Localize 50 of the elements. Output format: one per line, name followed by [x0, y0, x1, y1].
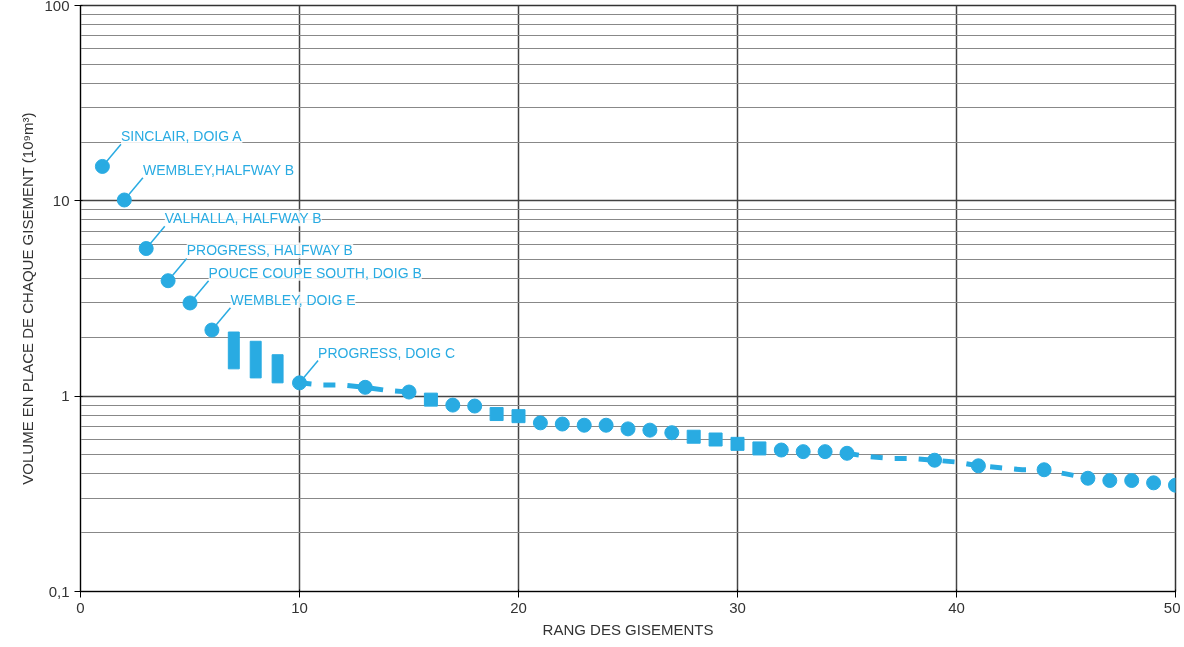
point	[686, 429, 701, 444]
x-tick-label: 30	[729, 598, 746, 616]
x-tick-label: 10	[291, 598, 308, 616]
point	[1146, 475, 1162, 491]
point	[708, 432, 723, 447]
point	[730, 436, 745, 451]
y-tick-label: 0,1	[48, 582, 70, 600]
x-tick-label: 0	[76, 598, 85, 616]
point	[1080, 470, 1096, 486]
point	[204, 322, 220, 338]
y-tick-label: 1	[61, 387, 70, 405]
point	[467, 398, 483, 414]
point	[160, 273, 176, 289]
point	[357, 379, 373, 395]
point	[511, 409, 526, 424]
point	[620, 421, 636, 437]
y-axis-title: VOLUME EN PLACE DE CHAQUE GISEMENT (10⁹m³)	[19, 112, 37, 485]
annotation: VALHALLA, HALFWAY B	[164, 210, 322, 227]
y-tick-label: 10	[52, 191, 70, 209]
annotation: PROGRESS, DOIG C	[318, 344, 456, 361]
x-tick-label: 50	[1163, 598, 1181, 616]
annotation: SINCLAIR, DOIG A	[121, 128, 243, 145]
point	[598, 417, 614, 433]
point	[642, 422, 658, 438]
y-tick-label: 100	[44, 0, 70, 14]
annotation: WEMBLEY, DOIG E	[230, 291, 356, 308]
point	[182, 295, 198, 311]
annotation: POUCE COUPE SOUTH, DOIG B	[208, 264, 422, 281]
point	[138, 241, 154, 257]
point	[532, 415, 548, 431]
point	[752, 441, 767, 456]
point	[795, 444, 811, 460]
point	[1102, 473, 1118, 488]
point	[94, 158, 110, 174]
annotation: WEMBLEY,HALFWAY B	[142, 161, 295, 178]
point	[554, 416, 570, 432]
point	[423, 392, 438, 407]
annotation: PROGRESS, HALFWAY B	[186, 242, 353, 259]
point	[773, 442, 789, 458]
point	[489, 407, 504, 422]
point	[116, 192, 132, 208]
x-axis-title: RANG DES GISEMENTS	[542, 620, 714, 638]
point	[445, 397, 461, 413]
point	[664, 425, 680, 441]
point	[817, 444, 833, 460]
point	[576, 417, 592, 433]
x-tick-label: 40	[948, 598, 965, 616]
x-tick-label: 20	[510, 598, 527, 616]
point	[927, 452, 943, 468]
point	[1124, 473, 1140, 488]
